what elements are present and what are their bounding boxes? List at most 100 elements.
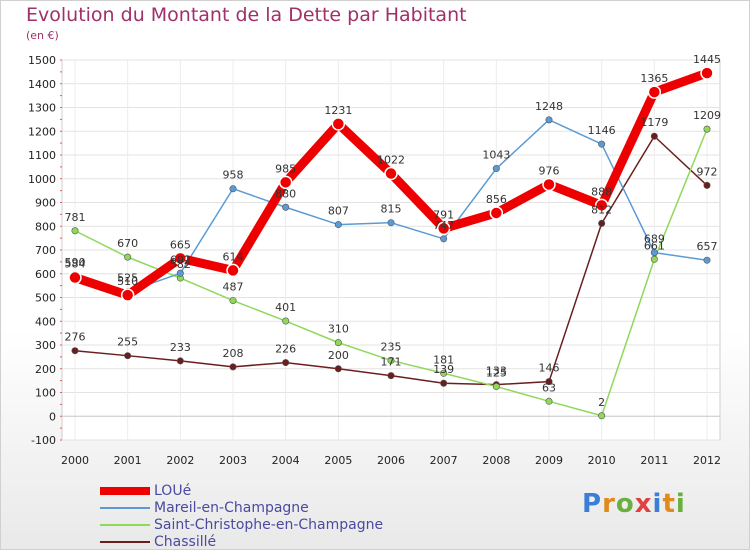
data-point-0 [68, 270, 82, 285]
logo-letter: r [602, 489, 616, 519]
data-point-2 [492, 383, 500, 391]
logo-letter: P [582, 489, 603, 519]
y-tick-label: 900 [35, 197, 56, 210]
data-label-1: 590 [65, 256, 86, 269]
data-point-2 [229, 297, 237, 305]
data-label-1: 657 [697, 240, 718, 253]
data-point-0 [331, 117, 346, 131]
data-label-3: 146 [539, 362, 560, 375]
data-point-1 [440, 235, 448, 243]
data-point-1 [492, 165, 500, 173]
data-label-2: 1209 [693, 109, 721, 122]
data-label-2: 2 [598, 396, 605, 409]
x-tick-label: 2007 [430, 454, 458, 467]
data-point-1 [176, 269, 184, 277]
data-label-3: 276 [65, 331, 86, 344]
data-point-1 [650, 249, 658, 257]
data-point-1 [598, 140, 606, 148]
y-tick-label: 700 [35, 244, 56, 257]
x-tick-label: 2001 [114, 454, 142, 467]
data-point-0 [700, 66, 714, 80]
data-label-2: 401 [275, 301, 296, 314]
data-label-2: 63 [542, 381, 556, 394]
x-tick-label: 2004 [272, 454, 300, 467]
data-label-0: 1022 [377, 154, 405, 167]
data-label-3: 812 [591, 203, 612, 216]
data-point-3 [124, 352, 132, 360]
data-point-3 [334, 365, 342, 373]
logo-letter: i [675, 489, 686, 519]
data-label-3: 133 [486, 365, 507, 378]
data-point-1 [229, 185, 237, 193]
data-label-3: 200 [328, 349, 349, 362]
data-label-0: 1231 [324, 104, 352, 117]
data-label-1: 525 [117, 272, 138, 285]
y-tick-label: 1300 [28, 102, 56, 115]
data-label-0: 1445 [693, 53, 721, 66]
data-label-3: 208 [223, 347, 244, 360]
data-point-0 [384, 166, 398, 181]
data-label-2: 670 [117, 237, 138, 250]
data-point-2 [282, 317, 290, 325]
data-point-3 [598, 219, 606, 227]
data-point-1 [545, 116, 553, 124]
legend-swatch [100, 541, 150, 543]
x-tick-label: 2012 [693, 454, 721, 467]
data-label-2: 661 [644, 239, 665, 252]
data-point-0 [436, 221, 451, 236]
y-tick-label: 1100 [28, 149, 56, 162]
data-point-2 [387, 356, 395, 364]
x-tick-label: 2008 [482, 454, 510, 467]
chart-title: Evolution du Montant de la Dette par Hab… [26, 4, 467, 26]
x-tick-label: 2000 [61, 454, 89, 467]
data-point-3 [229, 363, 237, 371]
data-label-2: 181 [433, 353, 454, 366]
label-layer: 584 510 665 614 985 1231 1022 791 856 976 888 1365 1… [65, 53, 722, 409]
y-tick-label: 800 [35, 220, 56, 233]
y-tick-label: 500 [35, 292, 56, 305]
x-tick-label: 2010 [588, 454, 616, 467]
data-label-3: 255 [117, 336, 138, 349]
logo-letter: x [634, 489, 653, 519]
data-label-3: 1179 [640, 116, 668, 129]
data-label-0: 1365 [640, 72, 668, 85]
data-point-0 [594, 198, 609, 213]
legend-label: LOUé [154, 483, 192, 499]
data-label-0: 856 [486, 193, 507, 206]
y-tick-label: -100 [31, 434, 56, 447]
data-label-3: 139 [433, 363, 454, 376]
legend-label: Saint-Christophe-en-Champagne [154, 517, 384, 533]
data-label-2: 235 [381, 340, 402, 353]
data-point-0 [226, 263, 240, 278]
legend-swatch [100, 487, 150, 495]
data-label-1: 689 [644, 233, 665, 246]
data-point-1 [282, 203, 290, 211]
data-point-0 [489, 206, 504, 220]
data-label-0: 665 [170, 238, 191, 251]
data-label-2: 125 [486, 367, 507, 380]
data-point-2 [703, 125, 711, 133]
y-tick-label: 0 [49, 410, 56, 423]
logo-letter: t [662, 489, 676, 519]
series-layer [68, 66, 714, 420]
data-label-1: 747 [433, 219, 454, 232]
data-point-2 [124, 253, 132, 261]
y-tick-label: 100 [35, 387, 56, 400]
data-point-3 [176, 357, 184, 365]
x-tick-label: 2005 [324, 454, 352, 467]
data-point-2 [440, 369, 448, 377]
proxiti-logo: Proxiti [582, 489, 686, 519]
data-point-1 [703, 256, 711, 264]
legend-swatch [100, 507, 150, 509]
data-label-2: 582 [170, 258, 191, 271]
data-label-0: 976 [539, 164, 560, 177]
y-tick-label: 1400 [28, 78, 56, 91]
data-point-3 [703, 181, 711, 189]
data-label-0: 791 [433, 208, 454, 221]
axis-layer: -100 0 100 200 300 400 500 600 700 800 900 1000 1100… [28, 54, 721, 467]
x-tick-label: 2002 [166, 454, 194, 467]
data-point-2 [598, 412, 606, 420]
data-point-0 [647, 85, 662, 99]
y-tick-label: 400 [35, 315, 56, 328]
data-label-1: 807 [328, 205, 349, 218]
